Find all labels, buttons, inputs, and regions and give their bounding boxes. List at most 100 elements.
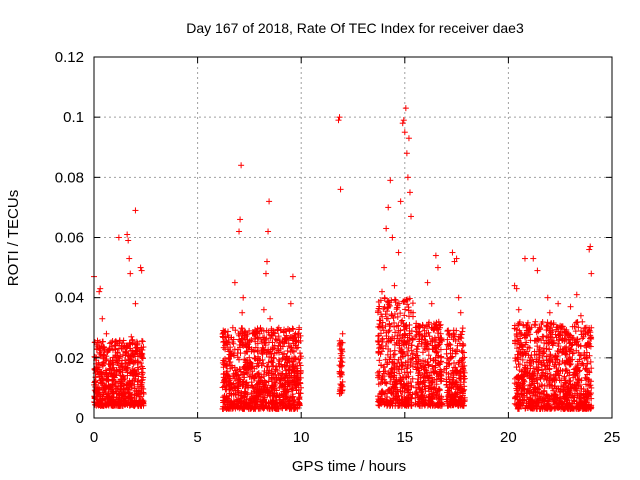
data-point — [94, 366, 101, 373]
data-point — [588, 270, 595, 277]
data-point — [97, 285, 104, 292]
data-point — [404, 174, 411, 181]
data-point — [385, 204, 392, 211]
data-point — [115, 234, 122, 241]
data-point — [534, 267, 541, 274]
data-point — [538, 366, 545, 373]
data-point — [111, 372, 118, 379]
data-point — [336, 114, 343, 121]
grid-layer — [94, 57, 612, 418]
data-point — [132, 207, 139, 214]
data-point — [577, 312, 584, 319]
data-point — [339, 330, 346, 337]
data-point — [138, 267, 145, 274]
data-point — [335, 117, 342, 124]
data-point — [126, 377, 133, 384]
data-point — [101, 346, 108, 353]
data-point — [238, 162, 245, 169]
x-tick-label: 5 — [193, 429, 201, 446]
data-point — [115, 362, 122, 369]
data-point — [97, 353, 104, 360]
data-point — [434, 264, 441, 271]
data-point — [124, 399, 131, 406]
data-point — [387, 177, 394, 184]
data-point — [98, 380, 105, 387]
data-point — [260, 306, 267, 313]
data-point — [262, 270, 269, 277]
data-point — [130, 402, 137, 409]
data-point — [237, 216, 244, 223]
data-point — [546, 309, 553, 316]
data-point — [103, 353, 110, 360]
data-point — [99, 315, 106, 322]
data-point — [99, 372, 106, 379]
data-point — [239, 309, 246, 316]
data-point — [103, 369, 110, 376]
data-point — [110, 354, 117, 361]
data-point — [459, 349, 466, 356]
data-point — [133, 341, 140, 348]
data-point — [113, 385, 120, 392]
data-point — [120, 382, 127, 389]
data-point — [129, 378, 136, 385]
data-point — [94, 400, 101, 407]
data-point — [139, 399, 146, 406]
data-point — [127, 270, 134, 277]
data-point — [110, 402, 117, 409]
data-point — [110, 389, 117, 396]
data-point — [287, 349, 294, 356]
data-point — [93, 346, 100, 353]
data-point — [103, 401, 110, 408]
x-tick-label: 10 — [293, 429, 310, 446]
data-point — [113, 380, 120, 387]
data-point — [236, 228, 243, 235]
data-point — [530, 255, 537, 262]
data-point — [125, 237, 132, 244]
data-point — [231, 279, 238, 286]
data-point — [119, 340, 126, 347]
data-point — [117, 369, 124, 376]
data-point — [587, 243, 594, 250]
data-point — [124, 231, 131, 238]
data-point — [132, 357, 139, 364]
data-point — [266, 198, 273, 205]
data-point — [408, 213, 415, 220]
data-point — [264, 258, 271, 265]
data-point — [287, 300, 294, 307]
data-point — [138, 363, 145, 370]
data-point — [116, 337, 123, 344]
data-point — [138, 352, 145, 359]
data-point — [424, 279, 431, 286]
data-point — [555, 300, 562, 307]
data-point — [132, 387, 139, 394]
y-tick-label: 0.08 — [55, 169, 84, 186]
data-point — [122, 389, 129, 396]
data-point — [126, 255, 133, 262]
data-point — [443, 350, 450, 357]
data-point — [119, 345, 126, 352]
data-point — [128, 382, 135, 389]
x-tick-label: 20 — [500, 429, 517, 446]
data-point — [96, 288, 103, 295]
data-point — [401, 129, 408, 136]
data-point — [117, 398, 124, 405]
data-point — [126, 340, 133, 347]
data-point — [92, 378, 99, 385]
data-point — [400, 117, 407, 124]
data-point — [389, 234, 396, 241]
data-point — [124, 343, 131, 350]
data-point — [284, 347, 291, 354]
y-tick-label: 0.02 — [55, 350, 84, 367]
data-point — [132, 300, 139, 307]
data-point — [114, 350, 121, 357]
data-point — [383, 225, 390, 232]
data-point — [104, 376, 111, 383]
data-point — [432, 252, 439, 259]
data-point — [138, 337, 145, 344]
data-point — [114, 402, 121, 409]
data-point — [455, 294, 462, 301]
data-point — [113, 338, 120, 345]
data-point — [106, 346, 113, 353]
data-point — [391, 347, 398, 354]
data-point — [289, 273, 296, 280]
